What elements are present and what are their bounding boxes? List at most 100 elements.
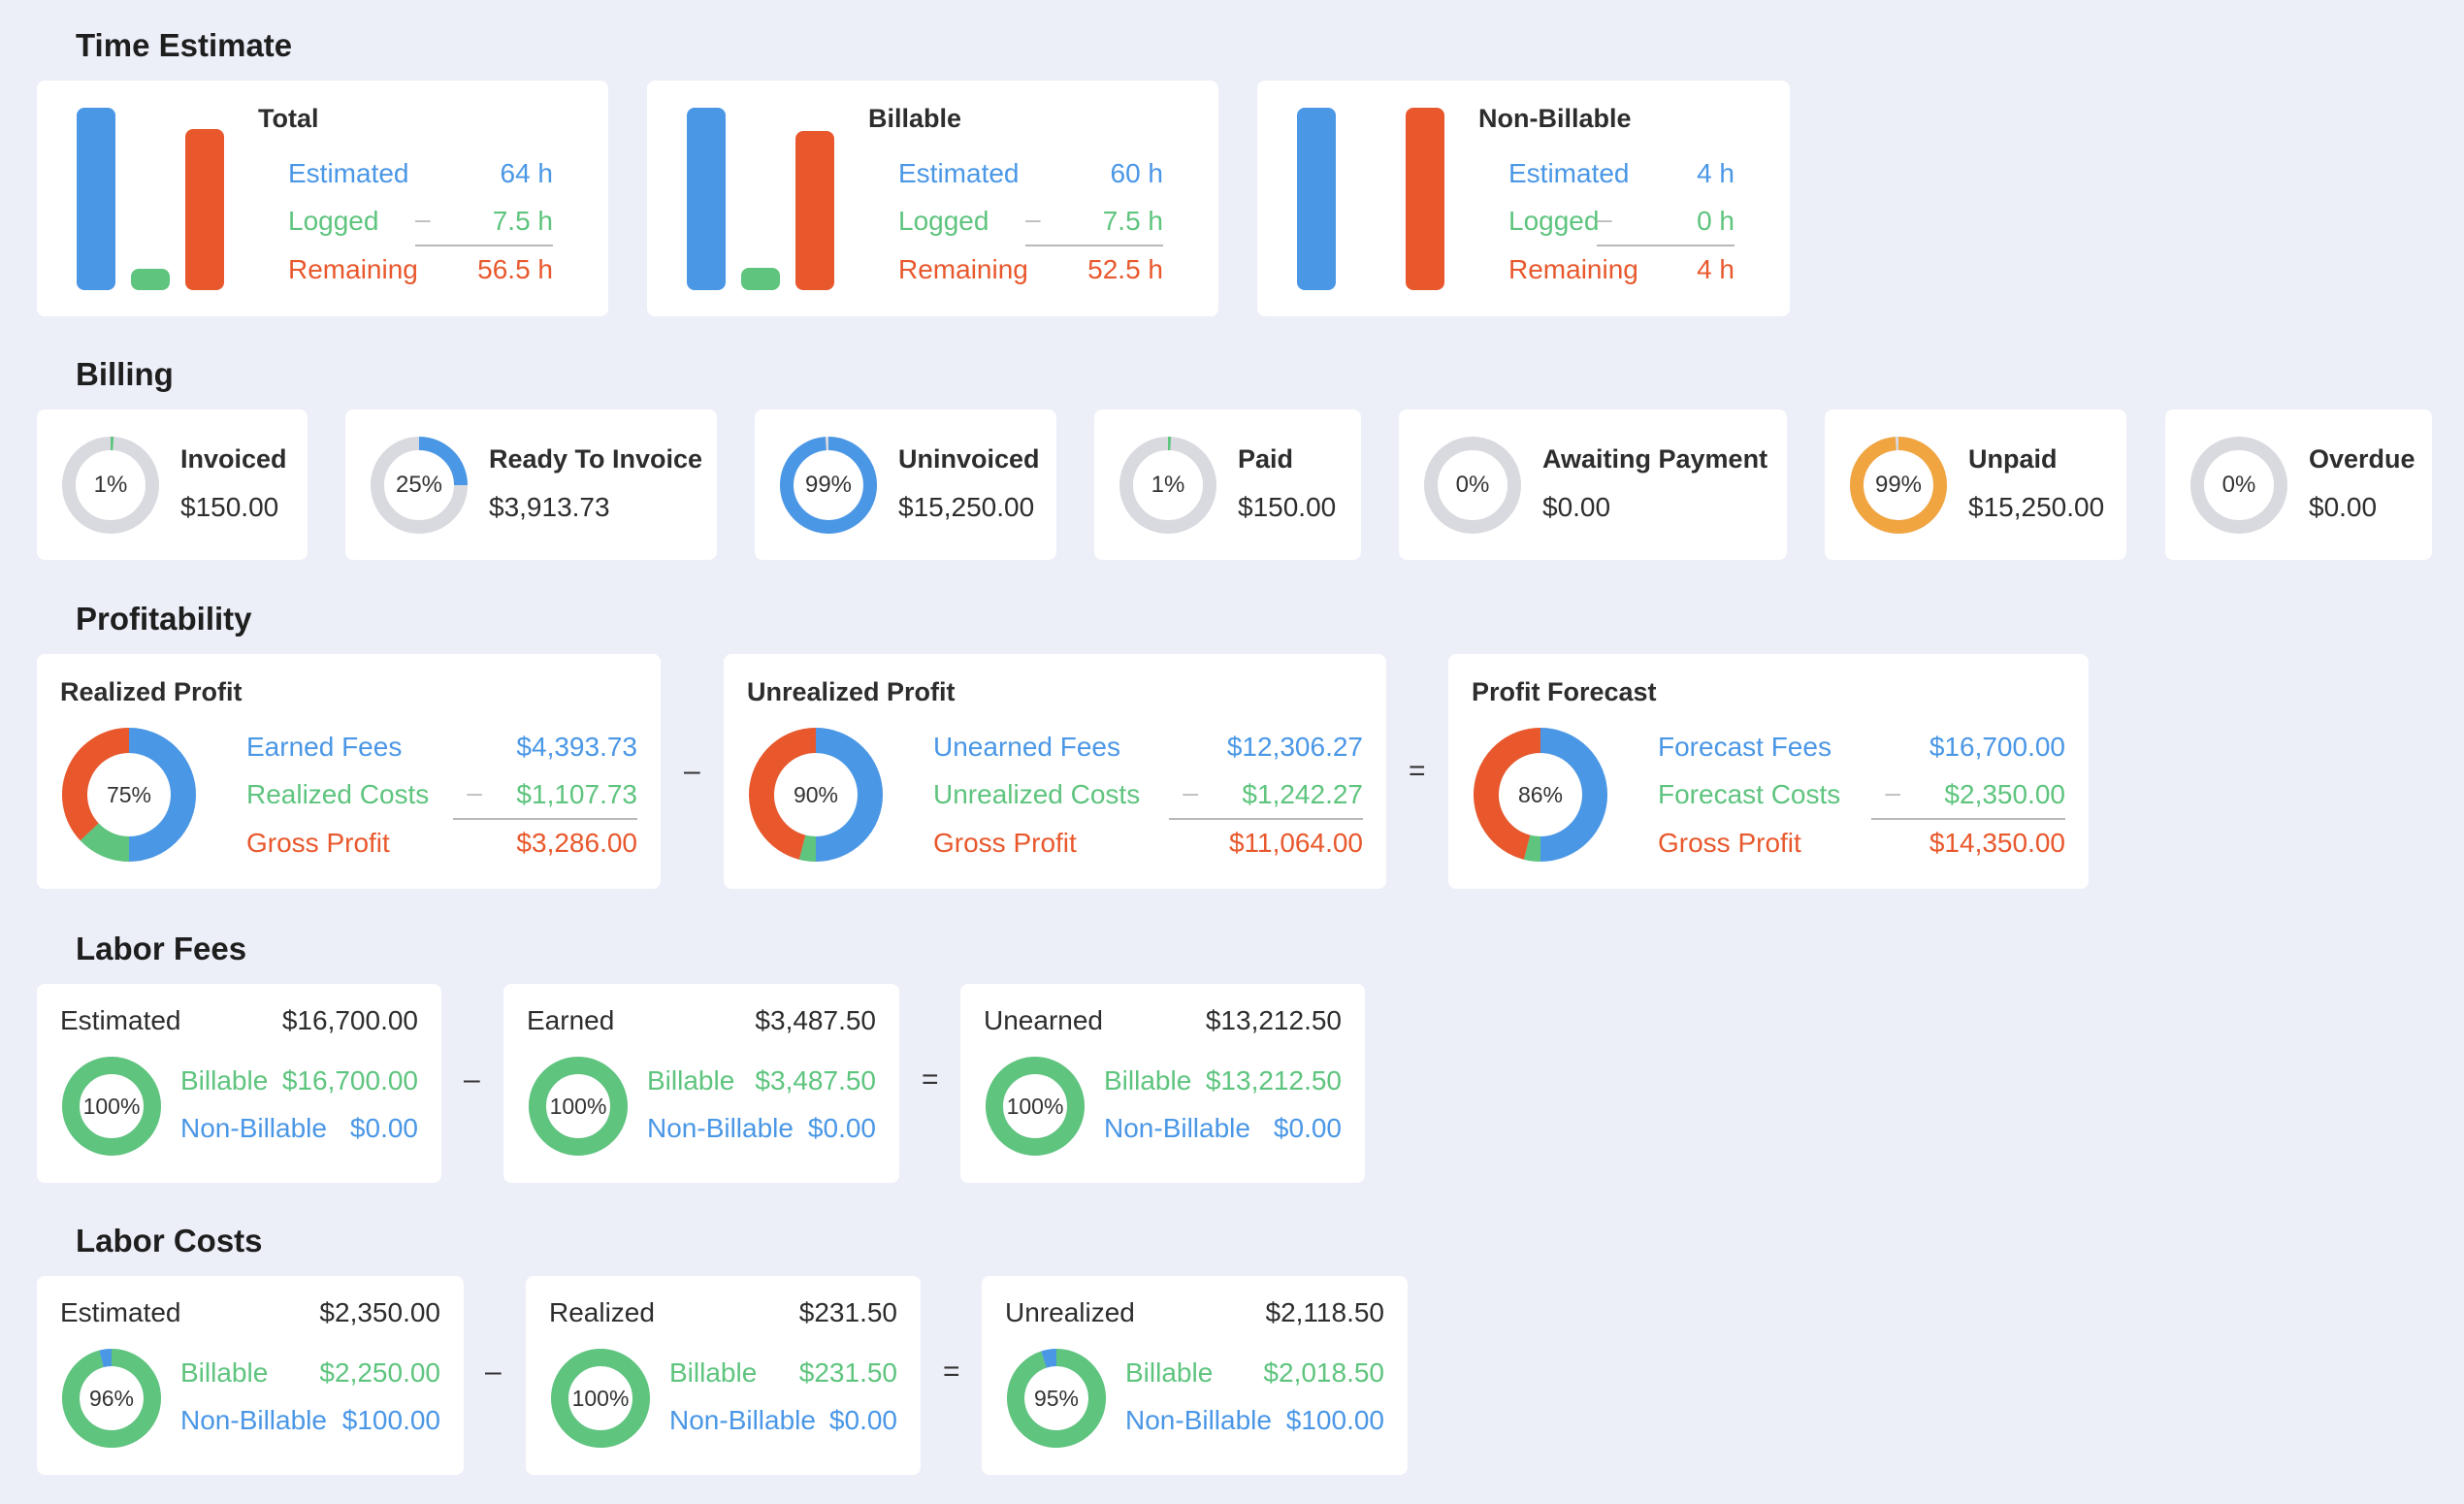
estimated-bar <box>687 108 726 290</box>
nonbillable-label: Non-Billable <box>180 1113 327 1143</box>
row3-value: $14,350.00 <box>1929 828 2065 858</box>
profit-equals-operator: = <box>1409 755 1426 787</box>
billable-label: Billable <box>180 1357 269 1388</box>
row3-label: Gross Profit <box>1658 828 1801 858</box>
billing-card-title: Invoiced <box>180 444 287 474</box>
billing-donut-chart <box>2190 437 2287 534</box>
profit-donut: 90% <box>749 728 883 862</box>
section-title-billing: Billing <box>76 356 174 392</box>
costs-segment <box>798 834 817 862</box>
card-title: Unrealized <box>1005 1297 1135 1327</box>
remaining-label: Remaining <box>288 254 418 284</box>
billable-donut: 100% <box>551 1349 650 1448</box>
billing-donut: 1% <box>1119 437 1216 534</box>
donut-track <box>1424 437 1521 534</box>
profit-donut: 75% <box>62 728 196 862</box>
logged-bar <box>131 268 170 290</box>
billing-donut-segment <box>1850 437 1947 534</box>
billing-card-amount: $15,250.00 <box>1968 492 2105 522</box>
card-title: Estimated <box>60 1297 181 1327</box>
billing-card-uninvoiced[interactable]: 99% Uninvoiced $15,250.00 <box>755 409 1056 560</box>
billable-label: Billable <box>647 1065 735 1095</box>
row2-label: Forecast Costs <box>1658 779 1841 809</box>
billable-donut: 100% <box>986 1057 1085 1156</box>
billable-value: $231.50 <box>798 1357 897 1388</box>
nonbillable-value: $100.00 <box>1285 1405 1384 1435</box>
row1-label: Forecast Fees <box>1658 732 1832 762</box>
billable-label: Billable <box>669 1357 758 1388</box>
profit-minus-operator: – <box>684 755 700 787</box>
billing-card-unpaid[interactable]: 99% Unpaid $15,250.00 <box>1825 409 2126 560</box>
billable-segment <box>529 1057 628 1156</box>
fees-segment <box>815 728 883 862</box>
donut-percent-label: 1% <box>93 472 128 498</box>
fees-segment <box>128 728 196 862</box>
billing-card-amount: $0.00 <box>2309 492 2378 522</box>
estimated-bar <box>1297 108 1336 290</box>
profit-card-realized-profit: Realized Profit 75% Earned Fees Realized Co… <box>37 654 661 889</box>
sum-line <box>1025 245 1163 246</box>
labor-costs-minus-operator: – <box>485 1356 502 1388</box>
logged-bar <box>741 267 780 290</box>
logged-value: 0 h <box>1697 206 1735 236</box>
profit-card-unrealized-profit: Unrealized Profit 90% Unearned Fees Unreali… <box>724 654 1386 889</box>
billing-card-ready-to-invoice[interactable]: 25% Ready To Invoice $3,913.73 <box>345 409 717 560</box>
billing-donut: 99% <box>780 437 877 534</box>
profit-donut-chart <box>1474 728 1607 862</box>
section-title-time-estimate: Time Estimate <box>76 27 293 63</box>
time-card-billable: Billable Estimated Logged Remaining 60 h 7.5 … <box>647 81 1218 316</box>
billing-card-awaiting-payment[interactable]: 0% Awaiting Payment $0.00 <box>1399 409 1787 560</box>
billable-donut-chart <box>1007 1349 1106 1448</box>
nonbillable-segment <box>1041 1349 1057 1368</box>
nonbillable-value: $0.00 <box>1273 1113 1342 1143</box>
billable-segment <box>62 1057 161 1156</box>
billable-donut: 100% <box>62 1057 161 1156</box>
donut-track <box>2190 437 2287 534</box>
sum-line <box>1597 245 1735 246</box>
logged-value: 7.5 h <box>492 206 553 236</box>
donut-percent-label: 100% <box>1006 1093 1064 1119</box>
profit-card-title: Unrealized Profit <box>747 677 956 706</box>
billable-segment <box>1007 1349 1106 1448</box>
donut-percent-label: 100% <box>571 1385 630 1411</box>
nonbillable-label: Non-Billable <box>180 1405 327 1435</box>
time-card-title: Total <box>258 104 319 133</box>
card-total: $2,118.50 <box>1265 1297 1385 1327</box>
row1-label: Earned Fees <box>246 732 403 762</box>
labor-costs-card-estimated: Estimated $2,350.00 96% Billable Non-Billabl… <box>37 1276 464 1475</box>
billable-donut: 96% <box>62 1349 161 1448</box>
donut-percent-label: 95% <box>1033 1385 1080 1411</box>
billing-card-overdue[interactable]: 0% Overdue $0.00 <box>2165 409 2432 560</box>
time-card-total: Total Estimated Logged Remaining 64 h 7.5 h 56… <box>37 81 608 316</box>
billable-donut-chart <box>62 1057 161 1156</box>
billable-value: $16,700.00 <box>281 1065 418 1095</box>
billing-donut-segment <box>780 437 877 534</box>
billing-donut: 1% <box>62 437 159 534</box>
billing-card-amount: $150.00 <box>180 492 279 522</box>
card-title: Realized <box>549 1297 655 1327</box>
row1-value: $12,306.27 <box>1226 732 1363 762</box>
row2-label: Unrealized Costs <box>933 779 1141 809</box>
profit-segment <box>749 728 817 860</box>
nonbillable-value: $0.00 <box>807 1113 876 1143</box>
minus-sign: – <box>1183 777 1198 807</box>
billable-donut-chart <box>529 1057 628 1156</box>
card-total: $2,350.00 <box>319 1297 440 1327</box>
billing-card-title: Ready To Invoice <box>489 444 703 474</box>
sum-line <box>1871 818 2065 820</box>
card-title: Estimated <box>60 1005 181 1035</box>
profit-donut-chart <box>749 728 883 862</box>
billing-card-invoiced[interactable]: 1% Invoiced $150.00 <box>37 409 308 560</box>
billable-value: $3,487.50 <box>755 1065 876 1095</box>
logged-label: Logged <box>898 206 989 236</box>
billable-label: Billable <box>1104 1065 1192 1095</box>
logged-value: 7.5 h <box>1102 206 1163 236</box>
billable-donut-chart <box>986 1057 1085 1156</box>
remaining-bar <box>795 130 834 290</box>
card-title: Unearned <box>984 1005 1103 1035</box>
profit-segment <box>62 728 130 841</box>
sum-line <box>453 818 637 820</box>
billing-card-paid[interactable]: 1% Paid $150.00 <box>1094 409 1361 560</box>
profit-card-title: Realized Profit <box>60 677 243 706</box>
section-title-labor-costs: Labor Costs <box>76 1223 263 1259</box>
